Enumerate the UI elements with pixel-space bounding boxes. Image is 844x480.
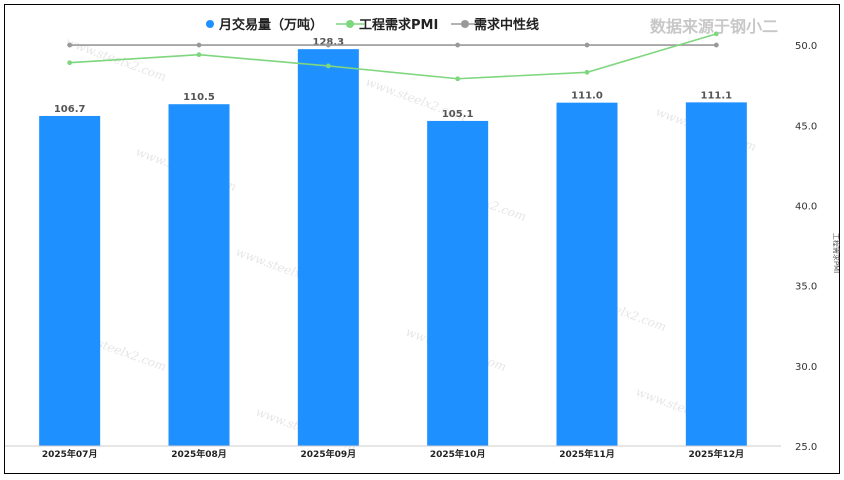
y-tick-label: 25.0	[795, 442, 817, 453]
bar[interactable]	[168, 104, 230, 446]
x-tick-label: 2025年08月	[171, 448, 227, 460]
y-tick-label: 35.0	[795, 282, 817, 293]
line-point[interactable]	[196, 42, 202, 48]
combo-chart: www.steelx2.comwww.steelx2.comwww.steelx…	[5, 17, 841, 460]
bar-data-label: 106.7	[54, 104, 86, 115]
y-tick-label: 50.0	[795, 41, 817, 52]
bar[interactable]	[427, 120, 489, 447]
legend-item[interactable]: 工程需求PMI	[336, 17, 438, 33]
y-tick-label: 30.0	[795, 362, 817, 373]
line-point[interactable]	[325, 63, 331, 69]
y-tick-label: 40.0	[795, 201, 817, 212]
legend[interactable]: 月交易量（万吨） 工程需求PMI 需求中性线	[206, 17, 539, 33]
bar-series	[39, 49, 747, 447]
y-tick-label: 45.0	[795, 121, 817, 132]
x-tick-label: 2025年10月	[430, 448, 486, 460]
bar[interactable]	[556, 102, 618, 447]
legend-item[interactable]: 月交易量（万吨）	[206, 17, 323, 33]
line-point[interactable]	[67, 60, 73, 66]
line-point[interactable]	[713, 42, 719, 48]
bar-data-label: 110.5	[183, 92, 215, 103]
line-series	[67, 31, 719, 82]
chart-frame: www.steelx2.com www.steelx2.com www.steelx…	[4, 4, 841, 474]
x-tick-label: 2025年11月	[559, 448, 615, 460]
line-point[interactable]	[196, 52, 202, 58]
line-point[interactable]	[455, 42, 461, 48]
legend-swatch	[206, 20, 214, 28]
bar-data-label: 105.1	[442, 109, 474, 120]
x-tick-label: 2025年09月	[301, 448, 357, 460]
bar-data-label: 128.3	[313, 37, 345, 48]
x-axis: 2025年07月 2025年08月 2025年09月 2025年10月 2025年11月…	[5, 445, 781, 460]
right-y-axis: 25.0 30.0 35.0 40.0 45.0 50.0 工程需求PMI	[795, 41, 841, 453]
line-point[interactable]	[584, 69, 590, 75]
legend-label: 需求中性线	[474, 17, 539, 33]
x-tick-label: 2025年07月	[42, 448, 98, 460]
line-point[interactable]	[455, 76, 461, 82]
bar-data-label: 111.0	[571, 91, 603, 102]
series-line	[69, 33, 717, 80]
legend-swatch	[461, 20, 469, 28]
bar-data-label: 111.1	[701, 90, 733, 101]
bar[interactable]	[685, 102, 747, 447]
bar[interactable]	[39, 115, 101, 446]
line-point[interactable]	[713, 31, 719, 37]
legend-label: 工程需求PMI	[359, 17, 438, 33]
x-tick-label: 2025年12月	[689, 448, 745, 460]
line-point[interactable]	[325, 42, 331, 48]
bar[interactable]	[297, 49, 359, 447]
right-axis-title: 工程需求PMI	[832, 233, 841, 273]
line-point[interactable]	[584, 42, 590, 48]
watermark-layer: www.steelx2.comwww.steelx2.comwww.steelx…	[64, 35, 758, 454]
bar-data-labels: 106.7 110.5 128.3 105.1 111.0 111.1	[54, 37, 732, 120]
legend-item[interactable]: 需求中性线	[451, 17, 539, 33]
legend-swatch	[346, 20, 354, 28]
line-point[interactable]	[67, 42, 73, 48]
legend-label: 月交易量（万吨）	[218, 17, 323, 33]
source-note: 数据来源于钢小二	[650, 17, 778, 36]
